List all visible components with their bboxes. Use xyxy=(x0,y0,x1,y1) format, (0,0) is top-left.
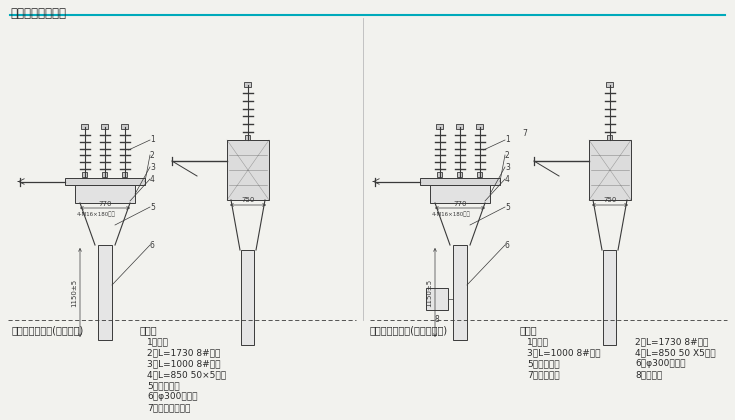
Bar xyxy=(82,172,87,177)
Bar xyxy=(82,124,88,129)
Text: 8: 8 xyxy=(434,315,440,324)
Text: 4-M16×180螺栓: 4-M16×180螺栓 xyxy=(77,211,115,217)
Bar xyxy=(426,288,448,310)
Bar xyxy=(102,172,107,177)
Text: 4-M16×180螺栓: 4-M16×180螺栓 xyxy=(432,211,470,217)
Bar xyxy=(456,124,464,129)
Bar xyxy=(98,245,112,340)
Text: 750: 750 xyxy=(603,197,617,204)
Bar xyxy=(453,245,467,340)
Text: 7、电动机构: 7、电动机构 xyxy=(527,370,559,379)
Bar xyxy=(608,135,612,140)
Text: 5: 5 xyxy=(150,202,155,212)
Text: 4、L=850 50×5角多: 4、L=850 50×5角多 xyxy=(147,370,226,379)
Text: 1: 1 xyxy=(150,136,155,144)
Bar xyxy=(420,178,500,185)
Bar xyxy=(606,82,614,87)
Text: 7: 7 xyxy=(523,129,528,137)
Text: 说明：: 说明： xyxy=(140,325,157,335)
Text: 开关安装示意图(配电动机构): 开关安装示意图(配电动机构) xyxy=(370,325,448,335)
Bar xyxy=(65,178,145,185)
Text: 8、控制筱: 8、控制筱 xyxy=(635,370,662,379)
Text: 4、L=850 50 X5角锂: 4、L=850 50 X5角锂 xyxy=(635,348,716,357)
Text: 1: 1 xyxy=(505,136,510,144)
Bar xyxy=(476,124,484,129)
Text: 5、撑起抱箍: 5、撑起抱箍 xyxy=(147,381,179,390)
Bar xyxy=(589,140,631,200)
Bar xyxy=(242,250,254,345)
Bar xyxy=(101,124,109,129)
Bar xyxy=(430,185,490,203)
Text: 770: 770 xyxy=(453,200,467,207)
Text: 3: 3 xyxy=(505,163,510,171)
Text: 4: 4 xyxy=(150,174,155,184)
Bar xyxy=(457,172,462,177)
Text: 7、手动操作手柄: 7、手动操作手柄 xyxy=(147,403,190,412)
Bar xyxy=(603,250,617,345)
Text: 770: 770 xyxy=(98,200,112,207)
Bar xyxy=(227,140,269,200)
Text: 外形及安装尺寸图: 外形及安装尺寸图 xyxy=(10,7,66,20)
Bar xyxy=(245,82,251,87)
Text: 说明：: 说明： xyxy=(520,325,537,335)
Bar xyxy=(437,124,443,129)
Text: 1150±5: 1150±5 xyxy=(426,278,432,307)
Text: 开关安装示意图(手动操作): 开关安装示意图(手动操作) xyxy=(12,325,85,335)
Text: 3、L=1000 8#槽锂: 3、L=1000 8#槽锂 xyxy=(147,359,220,368)
Text: 4: 4 xyxy=(505,174,510,184)
Bar xyxy=(121,124,129,129)
Bar xyxy=(437,172,442,177)
Bar xyxy=(75,185,135,203)
Text: 5: 5 xyxy=(505,202,510,212)
Text: 2、L=1730 8#槽锂: 2、L=1730 8#槽锂 xyxy=(147,348,220,357)
Text: 6: 6 xyxy=(505,241,510,249)
Text: 2: 2 xyxy=(150,150,155,160)
Text: 2: 2 xyxy=(505,150,510,160)
Text: 1150±5: 1150±5 xyxy=(71,278,77,307)
Text: 2、L=1730 8#槽锂: 2、L=1730 8#槽锂 xyxy=(635,337,709,346)
Text: 3: 3 xyxy=(150,163,155,171)
Text: 3、L=1000 8#槽锂: 3、L=1000 8#槽锂 xyxy=(527,348,600,357)
Text: 6、φ300电线杆: 6、φ300电线杆 xyxy=(635,359,686,368)
Text: 6、φ300电线杆: 6、φ300电线杆 xyxy=(147,392,198,401)
Text: 750: 750 xyxy=(241,197,255,204)
Text: 1、开关: 1、开关 xyxy=(147,337,169,346)
Bar xyxy=(123,172,127,177)
Text: 5、撑起抱箍: 5、撑起抱箍 xyxy=(527,359,559,368)
Text: 1、开关: 1、开关 xyxy=(527,337,549,346)
Bar xyxy=(245,135,251,140)
Text: 6: 6 xyxy=(150,241,155,249)
Bar xyxy=(478,172,482,177)
